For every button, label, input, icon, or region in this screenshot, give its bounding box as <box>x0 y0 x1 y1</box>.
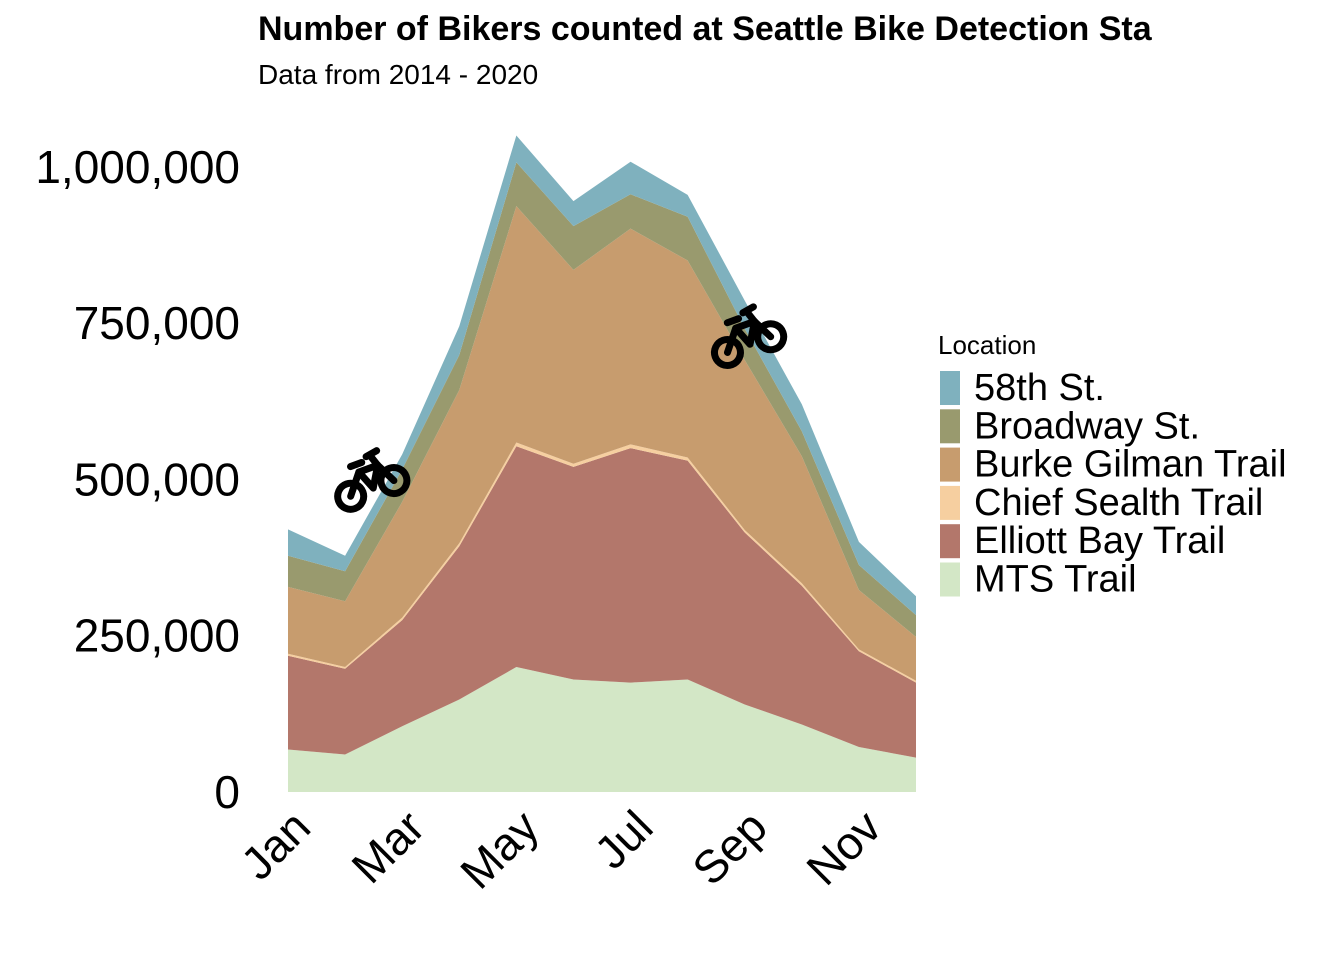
x-tick-label: Sep <box>682 800 777 895</box>
area-elliott-bay-trail <box>288 446 916 758</box>
bicycle-icon <box>710 303 788 369</box>
x-tick-label: Nov <box>796 800 891 895</box>
legend-swatch <box>940 371 960 405</box>
legend-label: Burke Gilman Trail <box>974 444 1287 486</box>
legend-title: Location <box>938 330 1036 360</box>
x-tick-label: May <box>450 800 548 898</box>
legend-label: 58th St. <box>974 367 1105 409</box>
legend-swatch <box>940 524 960 559</box>
legend-label: Chief Sealth Trail <box>974 482 1263 524</box>
y-tick-label: 1,000,000 <box>35 141 240 193</box>
area-mts-trail <box>288 667 916 792</box>
legend-label: Broadway St. <box>974 405 1200 447</box>
chart-subtitle: Data from 2014 - 2020 <box>258 59 538 90</box>
y-tick-label: 750,000 <box>74 297 240 349</box>
y-tick-label: 0 <box>214 766 240 818</box>
y-axis-ticks: 0 250,000 500,000 750,000 1,000,000 <box>35 141 240 818</box>
bicycle-icon <box>334 447 411 513</box>
legend-items: 58th St.Broadway St.Burke Gilman TrailCh… <box>940 367 1287 601</box>
bicycle-icons <box>334 303 788 513</box>
area-layers <box>288 135 916 792</box>
legend-swatch <box>940 409 960 444</box>
area-burke-gilman-trail <box>288 206 916 681</box>
legend-swatch <box>940 562 960 597</box>
x-tick-label: Jan <box>231 800 320 889</box>
chart-title: Number of Bikers counted at Seattle Bike… <box>258 10 1153 48</box>
y-tick-label: 500,000 <box>74 453 240 505</box>
y-tick-label: 250,000 <box>74 610 240 662</box>
legend-swatch <box>940 485 960 520</box>
legend-label: Elliott Bay Trail <box>974 520 1225 562</box>
legend: Location 58th St.Broadway St.Burke Gilma… <box>938 330 1287 601</box>
legend-label: MTS Trail <box>974 559 1137 601</box>
x-axis-ticks: Jan Mar May Jul Sep Nov <box>231 800 891 898</box>
x-tick-label: Mar <box>341 800 434 893</box>
x-tick-label: Jul <box>584 800 662 878</box>
area-broadway-st <box>288 162 916 637</box>
legend-swatch <box>940 447 960 482</box>
